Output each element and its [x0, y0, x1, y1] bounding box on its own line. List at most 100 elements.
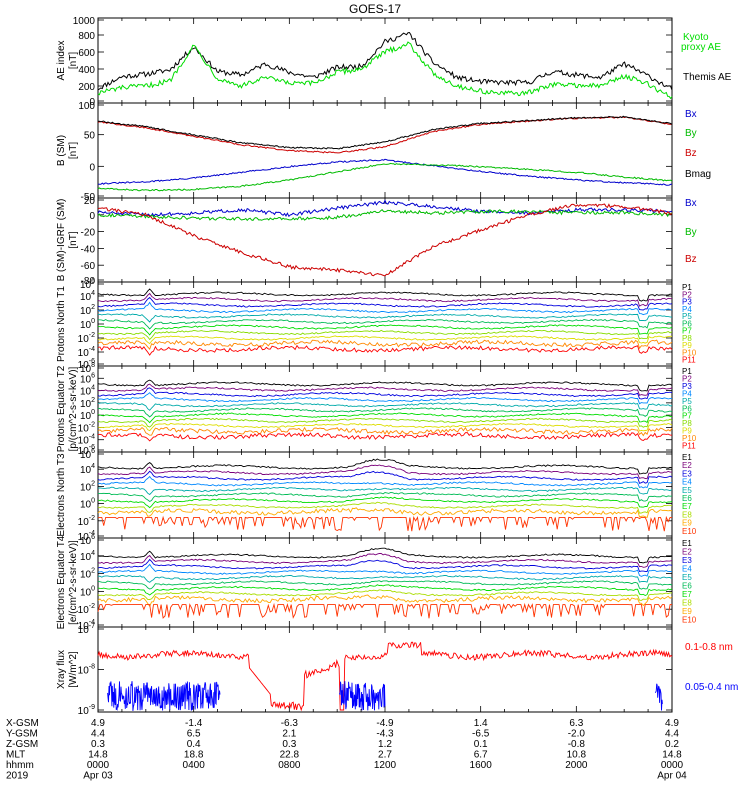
y-tick-label: 10-4 [78, 346, 95, 359]
footer-value: 18.8 [184, 750, 204, 761]
footer-value: -6.5 [472, 729, 490, 740]
legend-p1: P1 [682, 367, 692, 376]
legend-p8: P8 [682, 419, 692, 428]
legend-by: By [685, 128, 697, 139]
flux-line-p1 [97, 379, 673, 392]
y-tick-label: 0 [89, 97, 95, 108]
footer-value: 2.1 [282, 729, 296, 740]
flux-line-p7 [97, 412, 673, 424]
legend-p2: P2 [682, 374, 692, 383]
legend-p8: P8 [682, 334, 692, 343]
legend-kyoto-line1: Kyoto [683, 32, 709, 43]
y-tick-label: 102 [80, 568, 95, 581]
footer-value: 14.8 [662, 750, 682, 761]
legend-e9: E9 [682, 519, 692, 528]
footer-value: 1.2 [378, 739, 392, 750]
footer-value: 1200 [374, 760, 397, 771]
y-tick-label: 106 [80, 534, 95, 547]
flux-line-p9 [97, 422, 673, 432]
legend-e9: E9 [682, 607, 692, 616]
series-line-bz [97, 116, 673, 154]
y-tick-label: 0 [89, 162, 95, 173]
footer-value: 1.4 [474, 718, 488, 729]
y-axis-label-unit: [nT] [68, 142, 79, 159]
flux-line-e7 [97, 496, 673, 509]
y-axis-label: B (SM)-IGRF (SM) [56, 199, 67, 282]
legend-e4: E4 [682, 478, 692, 487]
legend-xray-short: 0.05-0.4 nm [685, 682, 738, 693]
flux-line-p5 [97, 313, 673, 323]
footer-value: 0800 [278, 760, 301, 771]
legend-e7: E7 [682, 502, 692, 511]
legend-e6: E6 [682, 494, 692, 503]
y-tick-label: 102 [80, 480, 95, 493]
series-line-bmag [98, 115, 673, 150]
y-tick-label: 10-2 [78, 515, 95, 528]
legend-e5: E5 [682, 486, 692, 495]
y-tick-label: 102 [80, 304, 95, 317]
y-axis-label-unit: [nT] [68, 231, 79, 248]
flux-line-p8 [97, 329, 673, 341]
flux-line-p2 [97, 292, 673, 307]
legend-p10: P10 [682, 434, 697, 443]
y-tick-label: 10-4 [78, 530, 95, 543]
legend-e3: E3 [682, 469, 692, 478]
footer-label-hhmm: hhmm [6, 760, 34, 771]
footer-value: -0.8 [568, 739, 586, 750]
y-tick-label: 100 [80, 409, 95, 422]
series-line-by [97, 209, 673, 222]
legend-p11: P11 [682, 442, 696, 451]
y-tick-label: -80 [81, 276, 96, 287]
footer-value: 6.5 [187, 729, 201, 740]
y-axis-label-unit: [W/m^2] [68, 651, 79, 688]
flux-line-e2 [97, 552, 673, 568]
footer-value: 4.4 [91, 729, 105, 740]
footer-value: -4.9 [376, 718, 394, 729]
flux-line-p11 [97, 432, 673, 442]
legend-p2: P2 [682, 290, 692, 299]
y-tick-label: 10-2 [78, 421, 95, 434]
panel-frame [97, 197, 673, 283]
footer-value: 6.7 [474, 750, 488, 761]
footer-value: 4.9 [91, 718, 105, 729]
flux-line-e7 [97, 584, 673, 597]
y-tick-label: 0 [89, 211, 95, 222]
legend-bmag: Bmag [685, 169, 711, 180]
footer-value: -4.3 [376, 729, 394, 740]
panel-frame [97, 451, 673, 539]
y-tick-label: 104 [80, 385, 95, 398]
y-tick-label: 1000 [73, 16, 96, 27]
panel-frame [97, 17, 673, 104]
legend-e10: E10 [682, 527, 697, 536]
y-tick-label: 600 [78, 48, 95, 59]
y-tick-label: 10-4 [78, 619, 95, 632]
y-tick-label: 10-8 [78, 664, 95, 677]
flux-line-p4 [97, 392, 672, 405]
y-tick-label: 100 [80, 585, 95, 598]
y-tick-label: 10-7 [78, 623, 95, 636]
footer-value: 0.2 [665, 739, 679, 750]
flux-line-e9 [97, 594, 673, 608]
flux-line-p6 [98, 318, 673, 330]
legend-e1: E1 [682, 539, 692, 548]
y-tick-label: 104 [80, 463, 95, 476]
y-axis-label-unit: [e/(cm^2-s-sr-keV)] [68, 540, 79, 625]
flux-line-e9 [97, 507, 673, 519]
y-tick-label: 10-2 [78, 332, 95, 345]
footer-value: 2000 [565, 760, 588, 771]
legend-p3: P3 [682, 382, 692, 391]
footer-value: 0000 [87, 760, 110, 771]
y-axis-label: Protons North T1 [56, 286, 67, 362]
y-tick-label: 50 [84, 131, 96, 142]
legend-e1: E1 [682, 453, 692, 462]
footer-value: Apr 04 [657, 771, 687, 782]
flux-line-p2 [97, 383, 673, 396]
y-tick-label: -40 [81, 244, 96, 255]
flux-line-e4 [97, 563, 673, 577]
footer-value: 0.3 [91, 739, 105, 750]
flux-line-e8 [97, 589, 673, 601]
footer-value: 14.8 [88, 750, 108, 761]
legend-e8: E8 [682, 510, 692, 519]
y-axis-label-unit: [p/(cm^2-s-sr-keV)] [68, 366, 79, 451]
legend-p5: P5 [682, 312, 692, 321]
